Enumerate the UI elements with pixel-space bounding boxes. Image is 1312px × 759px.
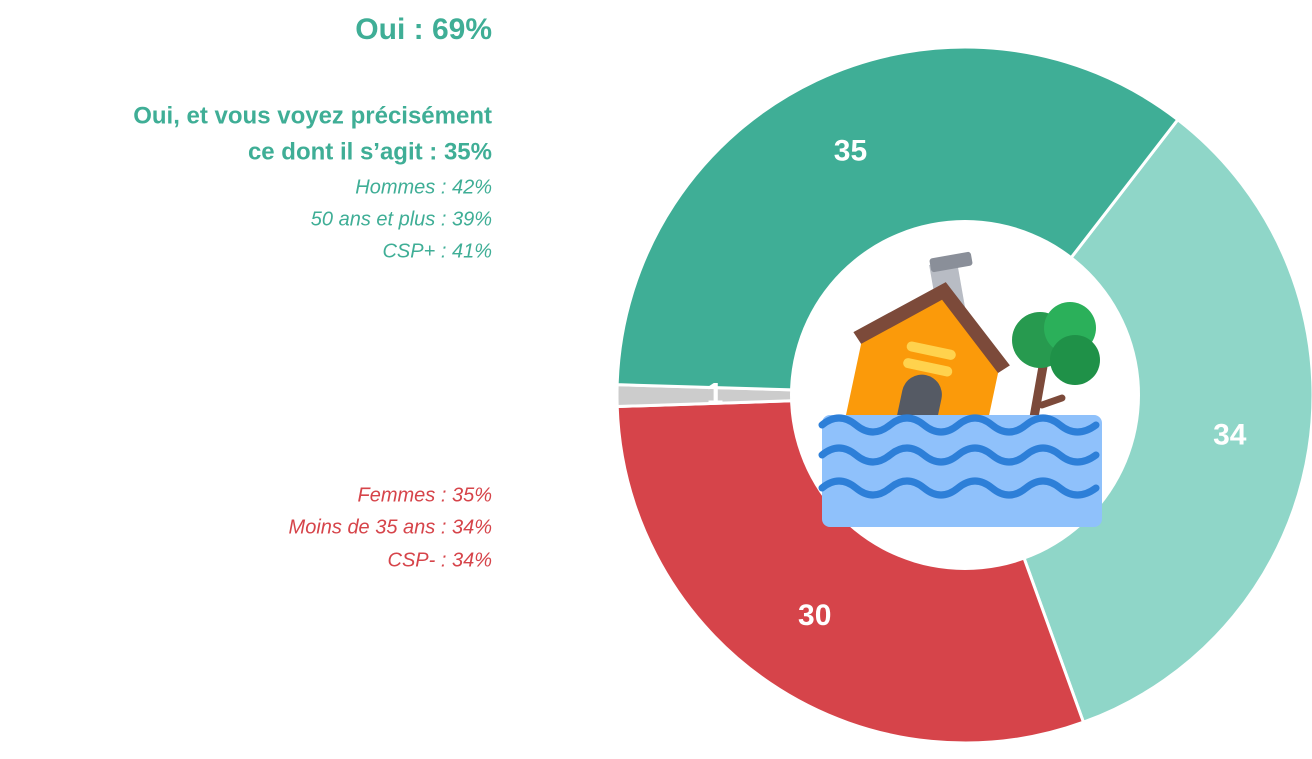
page: {"chart_data": { "type": "donut", "value… — [0, 0, 1312, 759]
segment-label: 1 — [707, 377, 724, 410]
segment-label: 35 — [834, 135, 867, 168]
headline: Oui : 69% — [355, 13, 492, 46]
detail: Moins de 35 ans : 34% — [289, 516, 492, 538]
subheadline: Oui, et vous voyez précisément — [133, 102, 492, 129]
detail: CSP- : 34% — [388, 549, 492, 571]
subheadline: ce dont il s’agit : 35% — [248, 138, 492, 165]
detail: Femmes : 35% — [358, 484, 492, 506]
segment-label: 34 — [1213, 418, 1247, 451]
detail: Hommes : 42% — [355, 176, 492, 198]
chart: Oui : 69% Oui, et vous voyez précisément… — [0, 0, 1312, 759]
detail: CSP+ : 41% — [382, 240, 492, 262]
detail: 50 ans et plus : 39% — [311, 208, 492, 230]
segment-label: 30 — [798, 599, 831, 632]
